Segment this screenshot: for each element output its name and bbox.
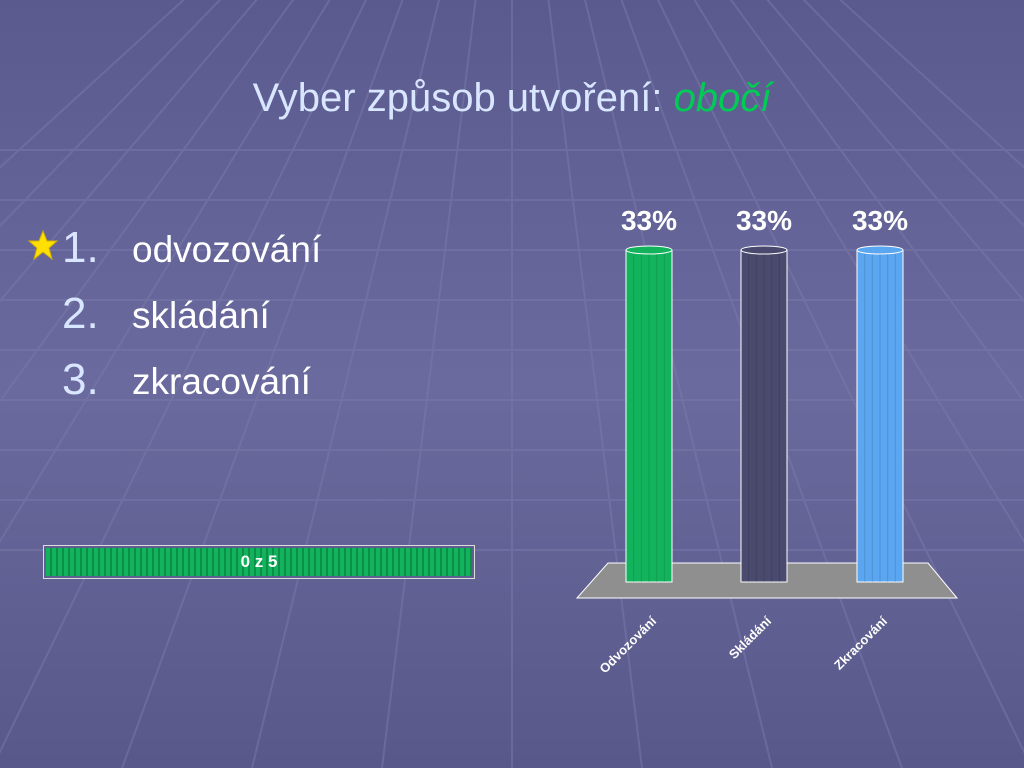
chart-category-label: Odvozování <box>596 613 659 676</box>
option-label: skládání <box>132 295 270 336</box>
chart-data-label: 33% <box>852 205 908 236</box>
option-number: 1. <box>62 223 99 272</box>
option-label: odvozování <box>132 229 322 270</box>
chart-bar <box>856 249 904 583</box>
page-title: Vyber způsob utvoření: obočí <box>0 74 1024 122</box>
title-accent-word: obočí <box>673 76 772 120</box>
star-icon <box>28 230 58 260</box>
response-counter-fill <box>46 548 472 576</box>
option-number: 2. <box>62 289 99 338</box>
chart-bar-cap <box>856 245 904 255</box>
chart-data-label: 33% <box>736 205 792 236</box>
chart-data-label: 33% <box>621 205 677 236</box>
chart-category-label: Skládání <box>726 613 775 662</box>
response-counter: 0 z 5 <box>43 545 475 579</box>
chart-bar <box>740 249 788 583</box>
option-label: zkracování <box>132 361 311 402</box>
chart-category-label: Zkracování <box>831 613 890 672</box>
chart-bar <box>625 249 673 583</box>
response-counter-label: 0 z 5 <box>240 552 278 571</box>
option-number: 3. <box>62 355 99 404</box>
chart-bar-cap <box>625 245 673 255</box>
title-prefix: Vyber způsob utvoření: <box>252 76 674 120</box>
chart-bar-cap <box>740 245 788 255</box>
